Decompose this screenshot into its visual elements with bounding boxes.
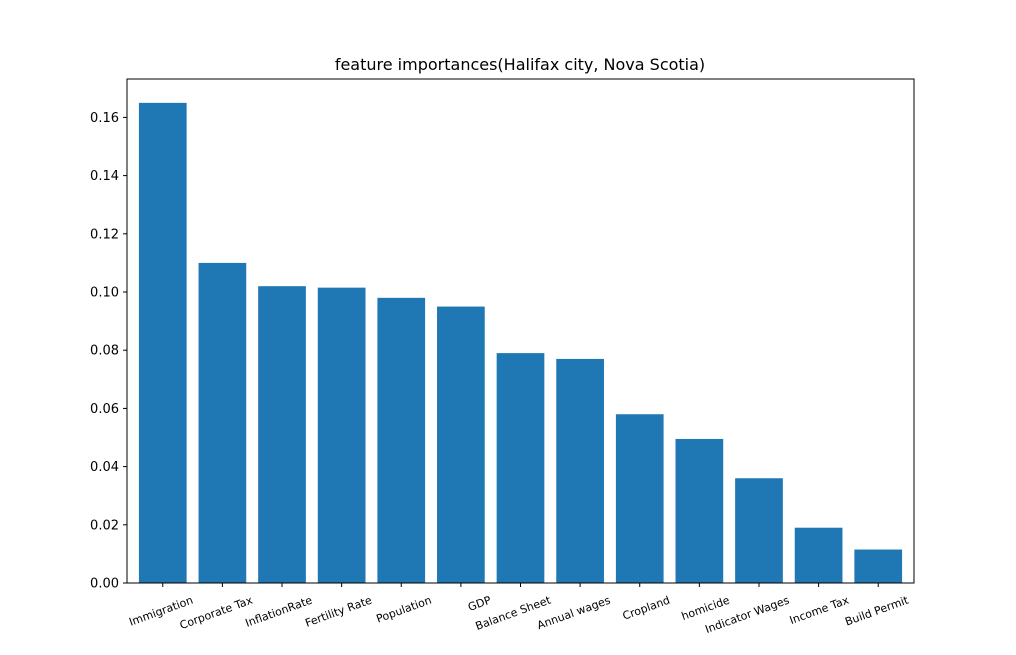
bar-annual-wages xyxy=(556,358,604,583)
x-tick-label: Population xyxy=(375,594,434,626)
bar-immigration xyxy=(138,102,187,583)
bar-fertility-rate xyxy=(317,287,366,583)
bar-population xyxy=(377,297,426,583)
x-tick-label: Income Tax xyxy=(788,593,851,627)
x-tick-label: GDP xyxy=(466,593,493,613)
y-tick-label: 0.16 xyxy=(90,111,119,126)
y-tick-label: 0.08 xyxy=(90,344,119,359)
y-tick-label: 0.04 xyxy=(90,460,119,475)
y-axis: 0.00 0.02 0.04 0.06 0.08 0.10 0.12 0.14 0.16 xyxy=(90,111,127,592)
bar-homicide xyxy=(675,438,724,583)
bar-gdp xyxy=(437,306,485,583)
plot-frame xyxy=(126,78,915,584)
bar-inflationrate xyxy=(258,286,306,583)
x-tick-label: Fertility Rate xyxy=(303,594,373,630)
x-tick-label: Cropland xyxy=(621,594,672,623)
bar-cropland xyxy=(615,414,664,583)
bar-build-permit xyxy=(854,549,903,583)
y-tick-label: 0.12 xyxy=(90,227,119,242)
bar-income-tax xyxy=(794,527,843,583)
y-tick-label: 0.00 xyxy=(90,577,119,592)
y-tick-label: 0.14 xyxy=(90,169,119,184)
chart-title: feature importances(Halifax city, Nova S… xyxy=(335,55,705,74)
y-tick-label: 0.06 xyxy=(90,402,119,417)
y-tick-label: 0.10 xyxy=(90,286,119,301)
bar-balance-sheet xyxy=(496,353,545,583)
bars-group xyxy=(138,102,903,583)
x-tick-label: InflationRate xyxy=(244,594,315,630)
bar-corporate-tax xyxy=(198,262,247,583)
bar-indicator-wages xyxy=(735,478,783,583)
y-tick-label: 0.02 xyxy=(90,518,119,533)
x-tick-label: Build Permit xyxy=(843,593,911,628)
